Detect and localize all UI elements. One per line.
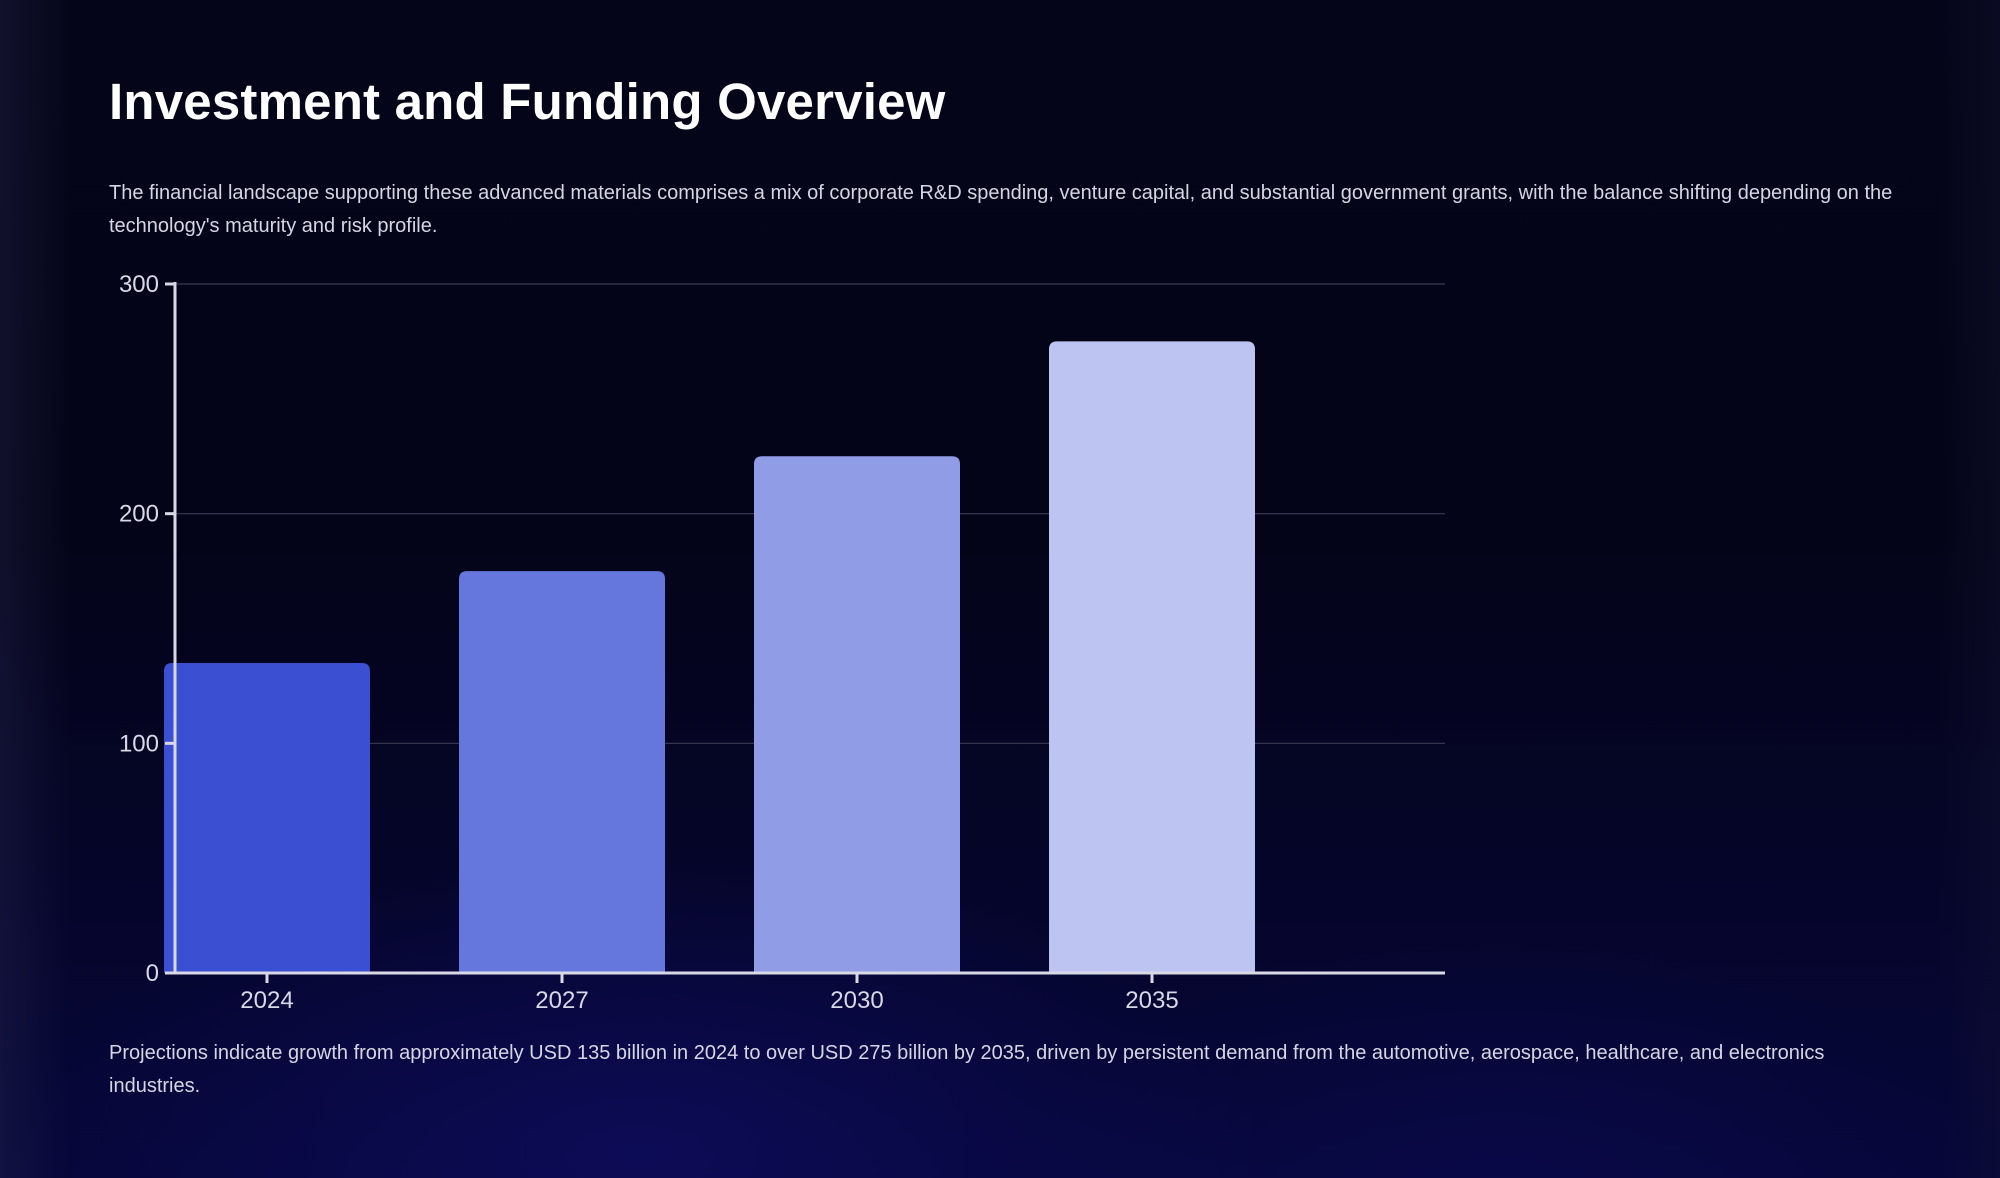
y-tick-label: 100 (119, 730, 159, 757)
bars (164, 341, 1255, 974)
bar-2030 (754, 456, 960, 973)
y-tick-label: 200 (119, 501, 159, 528)
bar-chart: 0 100 200 300 2024 2027 2030 2035 (119, 271, 1445, 1014)
x-tick-label: 2027 (535, 987, 588, 1014)
intro-paragraph: The financial landscape supporting these… (109, 182, 1893, 237)
bar-2024 (164, 662, 370, 973)
bar-2027 (459, 571, 665, 973)
x-tick-label: 2024 (240, 987, 293, 1014)
y-tick-label: 300 (119, 271, 159, 298)
x-tick-label: 2030 (830, 987, 883, 1014)
projection-note: Projections indicate growth from approxi… (109, 1042, 1825, 1097)
x-tick-label: 2035 (1125, 987, 1178, 1014)
background-right-shade (1940, 0, 2000, 1178)
y-tick-label: 0 (146, 960, 159, 987)
tick-labels: 0 100 200 300 2024 2027 2030 2035 (119, 271, 1179, 1014)
page-title: Investment and Funding Overview (109, 73, 946, 130)
axes (165, 282, 1445, 983)
bar-2035 (1049, 341, 1255, 974)
background-left-glow (0, 0, 70, 1178)
